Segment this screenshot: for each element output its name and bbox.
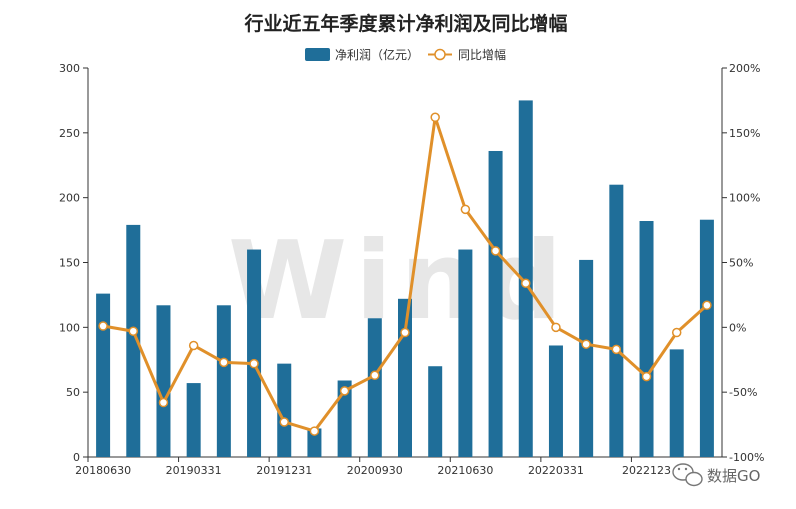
- bar: [699, 219, 714, 457]
- y-left-tick-label: 0: [73, 451, 80, 464]
- line-point: [671, 327, 682, 338]
- bar: [367, 318, 382, 457]
- line-point: [219, 357, 229, 368]
- bar: [186, 383, 201, 457]
- legend-swatch-bar: [305, 48, 330, 61]
- line-series: [98, 112, 712, 436]
- y-right-tick-label: 100%: [729, 192, 760, 205]
- bar-series: [96, 100, 714, 458]
- y-left-tick-label: 150: [59, 257, 80, 270]
- line-point: [249, 358, 259, 369]
- bar: [216, 305, 231, 457]
- legend-label-line: 同比增幅: [458, 47, 506, 62]
- line-point: [581, 339, 591, 349]
- y-right-tick-label: -100%: [729, 451, 764, 464]
- y-right-tick-label: 200%: [729, 62, 760, 75]
- x-tick-label: 2022123: [622, 464, 671, 477]
- bar: [247, 249, 262, 457]
- line-point: [309, 426, 320, 436]
- wechat-icon: [672, 463, 703, 487]
- bar: [609, 184, 624, 457]
- y-right-tick-label: 50%: [729, 257, 753, 270]
- legend-label-bar: 净利润（亿元）: [335, 47, 419, 62]
- line-point: [460, 204, 471, 215]
- bar: [639, 221, 654, 457]
- x-tick-label: 20210630: [437, 464, 493, 477]
- y-left-tick-label: 300: [59, 62, 80, 75]
- legend: 净利润（亿元） 同比增幅: [305, 47, 506, 62]
- x-tick-label: 20200930: [347, 464, 403, 477]
- bar: [126, 224, 141, 457]
- bar: [307, 428, 322, 457]
- y-left-tick-label: 100: [59, 321, 80, 334]
- line-point: [158, 397, 169, 408]
- legend-swatch-marker: [434, 48, 446, 61]
- logo-text: 数据GO: [707, 467, 760, 485]
- y-right-tick-label: 150%: [729, 127, 760, 140]
- line-point: [641, 371, 652, 382]
- x-tick-label: 20180630: [75, 464, 131, 477]
- chart-title: 行业近五年季度累计净利润及同比增幅: [243, 12, 567, 35]
- line-point: [188, 340, 199, 351]
- x-tick-label: 20220331: [528, 464, 584, 477]
- axes: 0 50 100 150 200 250 300 -100% -50% 0% 50% 100% 150%…: [59, 62, 764, 477]
- line-point: [521, 278, 531, 288]
- y-right-tick-label: 0%: [729, 321, 746, 334]
- line-point: [279, 417, 289, 427]
- line-point: [400, 327, 410, 338]
- bar: [488, 150, 503, 457]
- line-point: [490, 246, 501, 256]
- bar: [428, 366, 443, 457]
- line-point: [611, 344, 622, 355]
- bar: [337, 380, 352, 457]
- y-right-tick-label: -50%: [729, 386, 757, 399]
- watermark: Wind: [228, 219, 570, 344]
- line-point: [370, 370, 380, 381]
- bar: [156, 305, 171, 457]
- bar: [579, 259, 594, 457]
- bar: [458, 249, 473, 457]
- x-tick-label: 20190331: [166, 464, 222, 477]
- line-point: [339, 386, 350, 396]
- y-left-tick-label: 50: [66, 386, 80, 399]
- bar: [96, 293, 111, 457]
- line-point: [551, 322, 561, 333]
- bar: [277, 363, 292, 457]
- line-point: [702, 300, 712, 311]
- x-tick-label: 20191231: [256, 464, 312, 477]
- bar: [669, 349, 684, 457]
- line-point: [430, 112, 440, 123]
- line-point: [128, 326, 139, 336]
- line-point: [98, 321, 108, 331]
- y-left-tick-label: 250: [59, 127, 80, 140]
- wechat-logo: 数据GO: [672, 463, 760, 487]
- y-left-tick-label: 200: [59, 192, 80, 205]
- bar: [548, 345, 563, 457]
